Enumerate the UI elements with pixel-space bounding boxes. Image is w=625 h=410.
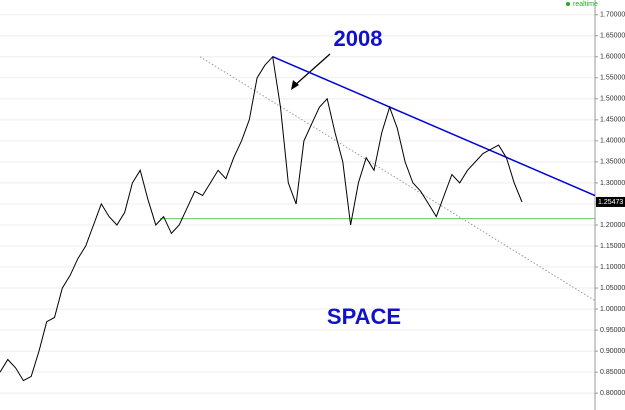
y-tick-label: 1.60000 [600,54,625,61]
y-tick-label: 0.90000 [600,348,625,355]
trendline [272,56,596,197]
y-tick-label: 1.15000 [600,243,625,250]
y-tick-label: 1.45000 [600,117,625,124]
y-tick-label: 1.40000 [600,138,625,145]
y-tick-label: 1.70000 [600,12,625,19]
y-tick-label: 0.80000 [600,390,625,397]
y-tick-label: 1.05000 [600,285,625,292]
price-line [0,55,523,382]
y-tick-label: 1.10000 [600,264,625,271]
status-label: realtime [573,1,598,8]
y-tick-label: 1.50000 [600,96,625,103]
arrow [293,53,331,87]
y-tick-label: 1.65000 [600,33,625,40]
arrow-head [291,80,299,90]
y-tick-label: 1.20000 [600,222,625,229]
y-tick-label: 1.00000 [600,306,625,313]
trendline [199,56,596,302]
y-tick-label: 0.85000 [600,369,625,376]
space-annotation: SPACE [327,304,401,329]
y-tick-label: 0.95000 [600,327,625,334]
price-label: 1.25473 [598,199,623,206]
status-dot [566,2,570,6]
y-tick-label: 1.35000 [600,159,625,166]
y-tick-label: 1.55000 [600,75,625,82]
year-annotation: 2008 [334,26,383,51]
y-tick-label: 1.30000 [600,180,625,187]
price-box [596,196,625,207]
